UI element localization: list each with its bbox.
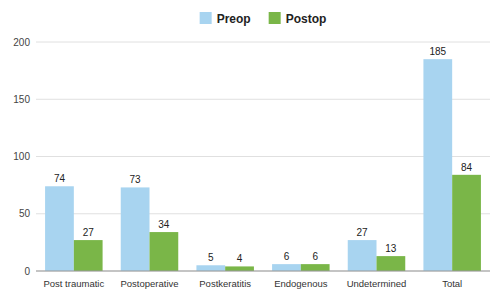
grid-line [36, 271, 490, 272]
legend-label: Postop [286, 12, 327, 26]
y-axis: 0 50 100 150 200 [13, 37, 490, 277]
data-label: 4 [237, 253, 243, 264]
y-tick-label: 100 [13, 151, 30, 162]
grid-line [36, 42, 490, 43]
y-tick-label: 150 [13, 94, 30, 105]
x-tick-label: Postoperative [120, 278, 178, 289]
data-label: 6 [284, 251, 290, 262]
bar [452, 175, 481, 271]
x-tick-label: Undetermined [347, 278, 407, 289]
legend-label: Preop [217, 12, 251, 26]
data-label: 27 [357, 227, 369, 238]
bars [45, 59, 481, 271]
bar [225, 266, 254, 271]
x-tick-label: Postkeratitis [199, 278, 251, 289]
data-label: 5 [208, 252, 214, 263]
y-tick-label: 50 [19, 208, 31, 219]
bar [377, 256, 406, 271]
data-label: 13 [385, 243, 397, 254]
y-tick-label: 200 [13, 37, 30, 48]
data-label: 84 [461, 162, 473, 173]
x-tick-label: Endogenous [274, 278, 328, 289]
x-tick-label: Post traumatic [43, 278, 104, 289]
bar [423, 59, 452, 271]
data-label: 27 [83, 227, 95, 238]
data-label: 73 [130, 174, 142, 185]
legend-swatch [200, 12, 212, 24]
data-label: 6 [312, 251, 318, 262]
bar [301, 264, 330, 271]
legend: Preop Postop [200, 12, 327, 26]
bar [196, 265, 225, 271]
data-label: 185 [429, 46, 446, 57]
legend-item: Postop [269, 12, 327, 26]
bar [150, 232, 179, 271]
grid-line [36, 156, 490, 157]
data-labels: 74 73 5 6 27 185 27 34 4 6 13 84 [54, 46, 473, 264]
grid-line [36, 99, 490, 100]
legend-item: Preop [200, 12, 251, 26]
data-label: 74 [54, 173, 66, 184]
bar [74, 240, 103, 271]
x-axis-line [36, 271, 490, 272]
bar [272, 264, 301, 271]
grid-line [36, 213, 490, 214]
legend-swatch [269, 12, 281, 24]
y-tick-label: 0 [24, 266, 30, 277]
bar [121, 187, 150, 271]
bar [45, 186, 74, 271]
x-axis: Post traumatic Postoperative Postkeratitis… [36, 271, 490, 289]
bar [348, 240, 377, 271]
chart: 0 50 100 150 200 74 73 5 6 27 185 27 34 4 6 13 84 Post tr… [0, 0, 500, 305]
data-label: 34 [158, 219, 170, 230]
x-tick-label: Total [442, 278, 462, 289]
